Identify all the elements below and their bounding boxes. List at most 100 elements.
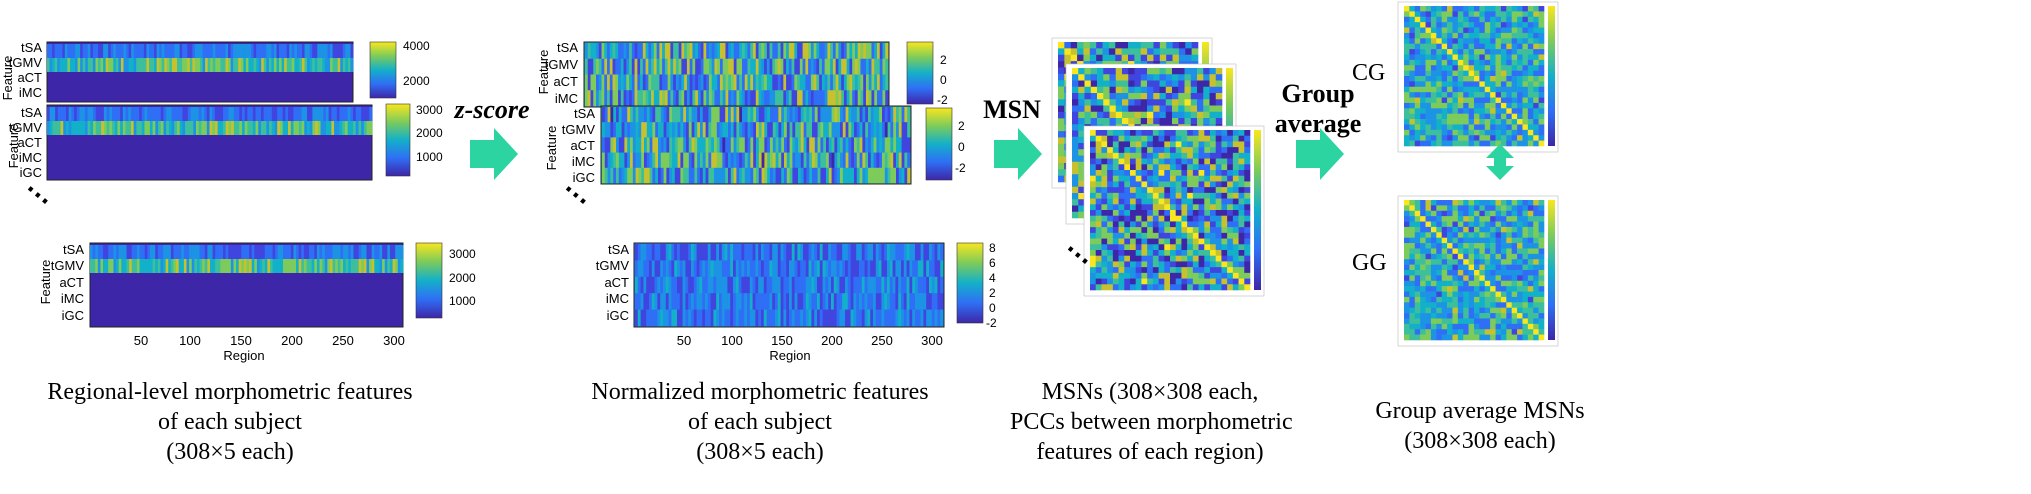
- matrix-cell: [1538, 92, 1545, 98]
- heatmap-cell: [607, 74, 611, 91]
- matrix-cell: [1078, 211, 1085, 219]
- heatmap-cell: [631, 74, 635, 91]
- matrix-cell: [1198, 238, 1205, 245]
- matrix-cell: [1172, 93, 1179, 100]
- matrix-cell: [1210, 135, 1217, 142]
- heatmap-cell: [688, 260, 692, 278]
- heatmap-cell: [103, 245, 107, 259]
- heatmap-cell: [766, 244, 770, 261]
- matrix-cell: [1447, 86, 1453, 93]
- heatmap-cell: [306, 245, 310, 259]
- heatmap-cell: [705, 276, 709, 294]
- heatmap-cell: [702, 309, 706, 327]
- matrix-cell: [1095, 244, 1102, 251]
- matrix-cell: [1244, 130, 1251, 137]
- matrix-cell: [1414, 32, 1421, 39]
- heatmap-cell: [875, 276, 879, 294]
- matrix-cell: [1468, 200, 1475, 206]
- heatmap-cell: [758, 167, 762, 184]
- heatmap-cell: [615, 74, 619, 91]
- heatmap-cell: [165, 259, 169, 273]
- heatmap-cell: [851, 167, 855, 184]
- matrix-cell: [1517, 108, 1523, 114]
- heatmap-cell: [638, 107, 642, 123]
- matrix-cell: [1198, 187, 1205, 194]
- heatmap-cell: [929, 293, 933, 310]
- matrix-cell: [1506, 210, 1512, 217]
- matrix-cell: [1089, 42, 1097, 49]
- heatmap-cell: [675, 90, 680, 107]
- heatmap-cell: [632, 152, 636, 169]
- matrix-cell: [1095, 250, 1102, 257]
- matrix-cell: [1101, 215, 1108, 222]
- heatmap-cell: [742, 152, 746, 169]
- matrix-cell: [1425, 119, 1432, 125]
- matrix-cell: [1130, 221, 1137, 228]
- heatmap-cell: [681, 43, 685, 60]
- heatmap-cell: [884, 309, 888, 327]
- matrix-cell: [1436, 65, 1442, 71]
- heatmap-cell: [705, 137, 709, 153]
- heatmap-cell: [825, 276, 829, 294]
- heatmap-cell: [755, 276, 759, 294]
- matrix-cell: [1404, 16, 1410, 23]
- matrix-cell: [1181, 192, 1188, 199]
- heatmap-cell: [334, 121, 338, 135]
- matrix-cell: [1463, 59, 1469, 66]
- matrix-cell: [1463, 113, 1469, 120]
- matrix-cell: [1072, 149, 1079, 156]
- heatmap-cell: [166, 58, 170, 72]
- heatmap-cell: [641, 167, 645, 184]
- heatmap-cell: [112, 121, 116, 135]
- matrix-cell: [1122, 118, 1129, 125]
- matrix-cell: [1527, 6, 1534, 12]
- heatmap-cell: [887, 276, 891, 294]
- heatmap-cell: [675, 43, 680, 60]
- heatmap-cell: [934, 244, 938, 261]
- matrix-cell: [1115, 93, 1123, 100]
- heatmap-cell: [735, 276, 739, 294]
- matrix-cell: [1533, 205, 1539, 212]
- matrix-cell: [1103, 105, 1110, 113]
- matrix-cell: [1103, 68, 1110, 75]
- heatmap-cell: [651, 244, 655, 261]
- matrix-cell: [1500, 76, 1507, 82]
- heatmap-cell: [896, 107, 900, 123]
- matrix-cell: [1511, 97, 1518, 104]
- matrix-cell: [1192, 187, 1199, 194]
- matrix-cell: [1227, 198, 1234, 205]
- heatmap-cell: [727, 293, 731, 310]
- heatmap-cell: [852, 74, 856, 91]
- heatmap-cell: [788, 58, 792, 75]
- heatmap-cell: [379, 245, 383, 259]
- matrix-cell: [1244, 164, 1251, 171]
- matrix-cell: [1158, 204, 1165, 211]
- matrix-cell: [1170, 158, 1177, 165]
- heatmap-cell: [889, 244, 893, 261]
- heatmap-cell: [236, 107, 240, 121]
- heatmap-cell: [200, 44, 203, 58]
- matrix-cell: [1506, 205, 1512, 212]
- heatmap-cell: [249, 245, 253, 259]
- heatmap-cell: [640, 293, 644, 310]
- heatmap-cell: [843, 58, 848, 75]
- matrix-cell: [1135, 147, 1142, 154]
- matrix-cell: [1221, 170, 1228, 177]
- heatmap-cell: [856, 107, 860, 123]
- heatmap-cell: [786, 276, 790, 294]
- heatmap-cell: [763, 260, 767, 278]
- matrix-cell: [1204, 158, 1211, 165]
- heatmap-cell: [590, 90, 594, 107]
- heatmap-cell: [585, 74, 589, 91]
- matrix-cell: [1404, 65, 1410, 71]
- norm-heatmap-subject-2: tSA tGMV aCT iMC iGC Feature 2 0 -2: [544, 105, 966, 185]
- heatmap-cell: [794, 74, 798, 91]
- matrix-cell: [1178, 48, 1186, 56]
- matrix-cell: [1198, 261, 1205, 268]
- matrix-cell: [1474, 32, 1480, 39]
- matrix-cell: [1097, 68, 1104, 75]
- matrix-cell: [1538, 210, 1545, 217]
- matrix-cell: [1414, 59, 1421, 66]
- heatmap-cell: [814, 293, 818, 310]
- heatmap-cell: [691, 276, 695, 294]
